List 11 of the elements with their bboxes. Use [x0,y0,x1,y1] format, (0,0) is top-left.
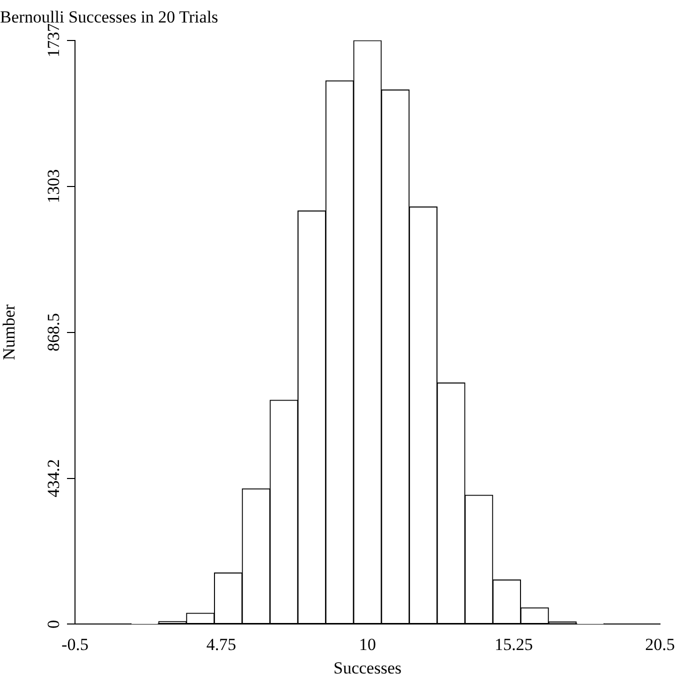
y-tick-label: 868.5 [44,313,63,352]
y-tick-label: 434.2 [44,459,63,498]
x-tick-label: -0.5 [62,634,88,654]
y-tick-label: 1303 [44,169,63,204]
x-tick-label: 20.5 [645,634,675,654]
x-axis-title: Successes [334,658,402,678]
x-tick-label: 10 [359,634,376,654]
x-tick-label: 15.25 [494,634,533,654]
y-axis-title: Number [0,304,19,360]
x-tick-label: 4.75 [206,634,236,654]
y-tick-label: 0 [44,620,63,628]
